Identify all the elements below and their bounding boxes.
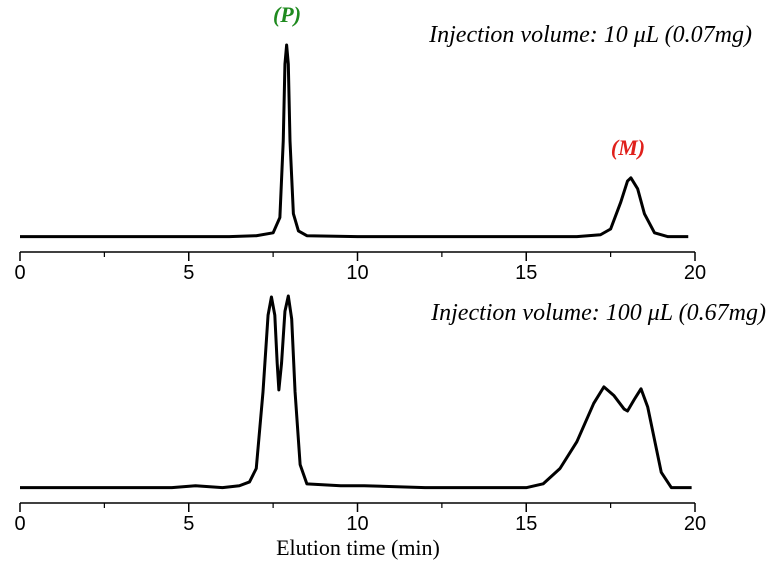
peak-label: (P) [273, 2, 301, 27]
x-tick-label: 15 [515, 262, 537, 284]
panel-title: Injection volume: 10 μL (0.07mg) [428, 22, 752, 48]
x-tick-label: 5 [183, 262, 194, 284]
x-tick-label: 0 [14, 262, 25, 284]
x-tick-label: 10 [346, 513, 368, 535]
trace [20, 294, 692, 490]
x-tick-label: 10 [346, 262, 368, 284]
x-tick-label: 0 [14, 513, 25, 535]
x-tick-label: 5 [183, 513, 194, 535]
panel-title: Injection volume: 100 μL (0.67mg) [430, 300, 766, 326]
trace [20, 43, 689, 239]
peak-label: (M) [611, 135, 645, 160]
x-tick-label: 20 [684, 262, 706, 284]
x-tick-label: 20 [684, 513, 706, 535]
x-tick-label: 15 [515, 513, 537, 535]
x-axis-label: Elution time (min) [276, 535, 440, 560]
